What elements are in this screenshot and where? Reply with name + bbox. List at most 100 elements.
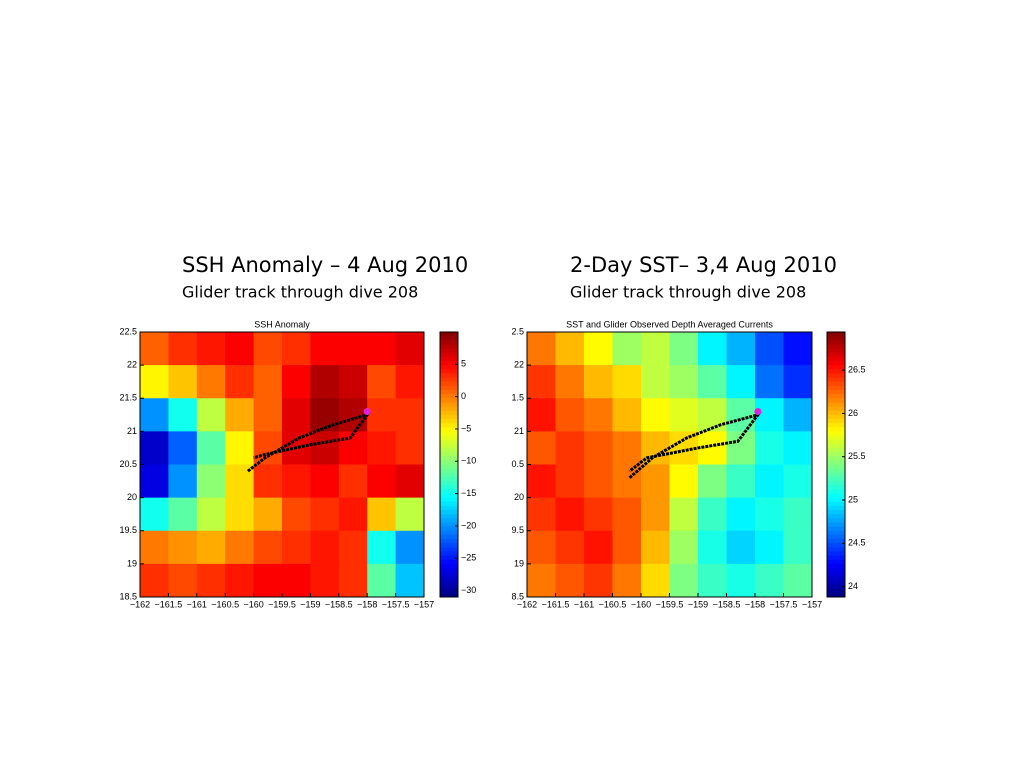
colorbar-band [440, 348, 458, 354]
heat-cell [168, 365, 198, 399]
heat-cell [669, 563, 699, 598]
colorbar-band [440, 489, 458, 494]
heat-cell [584, 332, 613, 366]
heat-cell [196, 530, 226, 565]
colorbar-band [440, 381, 458, 387]
heat-cell [253, 530, 283, 565]
heat-cell [527, 497, 556, 532]
heat-cell [310, 530, 340, 565]
colorbar-band [827, 389, 845, 395]
colorbar-band [440, 410, 458, 416]
heat-cell [584, 431, 613, 465]
x-tick-label: −158.5 [325, 599, 353, 609]
colorbar-band [827, 377, 845, 383]
colorbar-band [827, 381, 845, 387]
heat-cell [310, 398, 340, 432]
slide-subtitle: Glider track through dive 208 [570, 283, 806, 302]
colorbar-band [440, 464, 458, 470]
colorbar-band [440, 493, 458, 499]
y-tick-label: 20 [127, 492, 137, 502]
colorbar-label: −25 [461, 553, 476, 563]
colorbar-band [440, 530, 458, 536]
heat-cell [253, 464, 283, 499]
colorbar-band [440, 592, 458, 598]
colorbar-band [827, 510, 845, 515]
y-tick-label: 22 [514, 360, 524, 370]
heat-cell [641, 464, 670, 499]
heat-cell [282, 530, 311, 565]
heat-cell [225, 365, 255, 399]
heat-cell [755, 398, 784, 432]
colorbar-band [440, 588, 458, 594]
colorbar-band [440, 365, 458, 370]
heat-cell [555, 431, 585, 465]
y-tick-label: 19 [127, 558, 137, 568]
heat-cell [225, 431, 255, 465]
colorbar-band [827, 464, 845, 470]
heat-cell [555, 332, 585, 366]
x-tick-label: −160.5 [599, 599, 627, 609]
heat-cell [555, 530, 585, 565]
y-tick-label: 22.5 [119, 326, 137, 336]
colorbar-label: −30 [461, 585, 476, 595]
heat-cell [612, 332, 642, 366]
colorbar-band [827, 580, 845, 586]
colorbar-band [440, 539, 458, 544]
colorbar-label: 24 [848, 581, 858, 591]
colorbar-band [827, 476, 845, 482]
colorbar-label: −20 [461, 520, 476, 530]
colorbar-band [440, 526, 458, 532]
heat-cell [641, 365, 670, 399]
heat-cell [196, 365, 226, 399]
colorbar-band [440, 360, 458, 366]
colorbar-band [827, 385, 845, 391]
colorbar-band [827, 443, 845, 449]
heat-cell [755, 530, 784, 565]
heat-cell [783, 497, 813, 532]
x-tick-label: −160 [243, 599, 263, 609]
heat-cell [367, 431, 397, 465]
heat-cell [669, 365, 699, 399]
heat-cell [641, 497, 670, 532]
y-tick-label: 20 [514, 492, 524, 502]
colorbar-band [440, 332, 458, 337]
colorbar-band [827, 489, 845, 494]
heat-cell [196, 464, 226, 499]
colorbar-band [827, 340, 845, 345]
heat-cell [338, 497, 368, 532]
colorbar-band [440, 547, 458, 552]
heat-cell [253, 365, 283, 399]
heat-cell [282, 332, 311, 366]
colorbar-label: 25 [848, 494, 858, 504]
y-tick-label: 0.5 [511, 459, 524, 469]
heat-cell [225, 563, 255, 598]
heat-cell [641, 398, 670, 432]
x-tick-label: −157 [802, 599, 822, 609]
x-tick-label: −158 [357, 599, 377, 609]
heat-cell [726, 563, 756, 598]
colorbar-band [827, 576, 845, 581]
heat-cell [367, 530, 397, 565]
colorbar-band [827, 414, 845, 420]
heat-cell [140, 398, 169, 432]
x-tick-label: −160.5 [211, 599, 239, 609]
colorbar-band [827, 481, 845, 486]
colorbar-band [440, 377, 458, 383]
colorbar-band [827, 563, 845, 569]
heat-cell [698, 365, 727, 399]
heat-cell [641, 530, 670, 565]
x-tick-label: −161 [187, 599, 207, 609]
colorbar-label: 5 [461, 359, 466, 369]
heat-cell [367, 464, 397, 499]
colorbar-band [827, 360, 845, 366]
heat-cell [140, 530, 169, 565]
heat-cell [698, 530, 727, 565]
heat-cell [755, 332, 784, 366]
heat-cell [310, 563, 340, 598]
heat-cell [555, 464, 585, 499]
colorbar-band [440, 514, 458, 519]
heat-cell [755, 365, 784, 399]
heat-cell [555, 563, 585, 598]
heat-cell [253, 332, 283, 366]
